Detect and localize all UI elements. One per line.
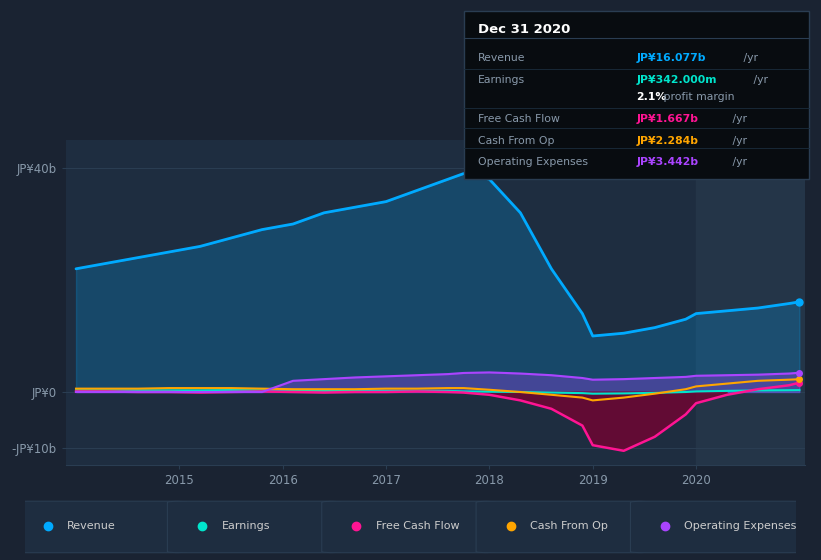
FancyBboxPatch shape xyxy=(13,501,186,553)
FancyBboxPatch shape xyxy=(322,501,495,553)
Text: Revenue: Revenue xyxy=(67,521,116,531)
Text: profit margin: profit margin xyxy=(660,92,735,102)
FancyBboxPatch shape xyxy=(476,501,649,553)
Text: Operating Expenses: Operating Expenses xyxy=(478,157,588,167)
Text: Earnings: Earnings xyxy=(222,521,270,531)
Bar xyxy=(696,140,805,465)
Text: JP¥3.442b: JP¥3.442b xyxy=(636,157,699,167)
FancyBboxPatch shape xyxy=(631,501,804,553)
Text: Earnings: Earnings xyxy=(478,75,525,85)
Text: Cash From Op: Cash From Op xyxy=(530,521,608,531)
Text: JP¥1.667b: JP¥1.667b xyxy=(636,114,699,124)
Text: Free Cash Flow: Free Cash Flow xyxy=(376,521,460,531)
Text: /yr: /yr xyxy=(729,157,747,167)
Text: Operating Expenses: Operating Expenses xyxy=(685,521,797,531)
Text: Cash From Op: Cash From Op xyxy=(478,136,554,146)
Text: 2.1%: 2.1% xyxy=(636,92,667,102)
Text: /yr: /yr xyxy=(740,53,758,63)
Text: Revenue: Revenue xyxy=(478,53,525,63)
Text: Dec 31 2020: Dec 31 2020 xyxy=(478,23,570,36)
Text: JP¥2.284b: JP¥2.284b xyxy=(636,136,699,146)
Text: JP¥16.077b: JP¥16.077b xyxy=(636,53,706,63)
FancyBboxPatch shape xyxy=(464,11,809,179)
FancyBboxPatch shape xyxy=(167,501,341,553)
Text: JP¥342.000m: JP¥342.000m xyxy=(636,75,717,85)
Text: /yr: /yr xyxy=(729,114,747,124)
Text: /yr: /yr xyxy=(729,136,747,146)
Text: /yr: /yr xyxy=(750,75,768,85)
Text: Free Cash Flow: Free Cash Flow xyxy=(478,114,560,124)
